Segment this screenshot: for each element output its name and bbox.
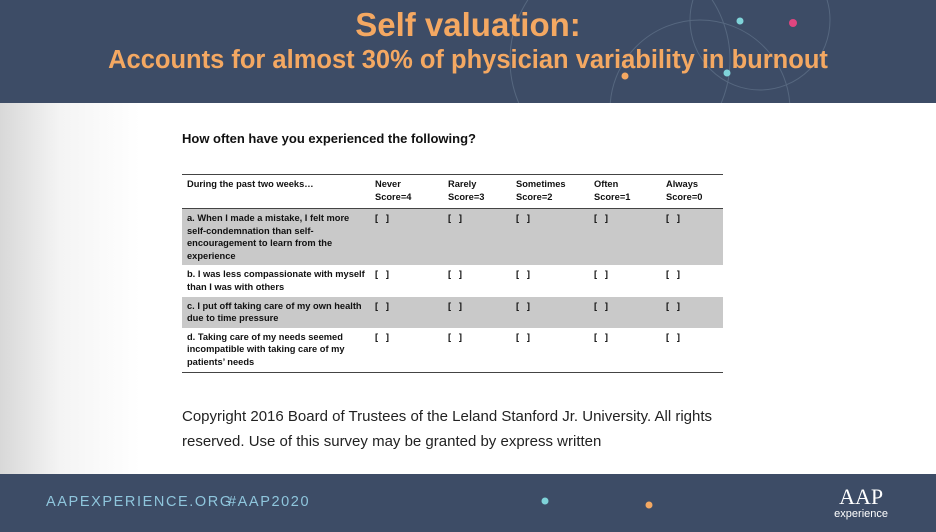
table-row: b. I was less compassionate with myself … [182,265,723,296]
checkbox: [ ] [516,300,530,311]
footer-decoration [541,497,653,509]
column-header-line: Rarely [448,179,477,189]
footer-hashtag: #AAP2020 [228,494,311,510]
column-header-line: Always [666,179,699,189]
logo-sub: experience [834,508,888,520]
row-label: d. Taking care of my needs seemed incomp… [187,331,345,367]
column-header-line: Score=3 [448,191,485,202]
checkbox: [ ] [448,331,462,342]
subtitle: Accounts for almost 30% of physician var… [108,46,828,74]
table-body: a. When I made a mistake, I felt more se… [182,208,723,373]
question: How often have you experienced the follo… [182,131,476,146]
checkbox: [ ] [375,300,389,311]
column-header-line: Score=4 [375,191,412,202]
column-header: Never Score=4 [370,175,443,209]
column-header: Often Score=1 [589,175,661,209]
checkbox: [ ] [448,213,462,223]
column-header-line: Often [594,179,619,189]
checkbox: [ ] [516,331,530,342]
checkbox: [ ] [666,269,680,280]
column-header-line: Score=1 [594,191,631,202]
column-header-line: Score=2 [516,191,553,202]
survey-table: During the past two weeks… Never Score=4 Ra… [182,174,723,373]
column-header: Rarely Score=3 [443,175,511,209]
checkbox: [ ] [448,269,462,280]
table-row: c. I put off taking care of my own healt… [182,296,723,328]
checkbox: [ ] [375,269,389,280]
checkbox: [ ] [516,269,530,280]
header-decoration [509,0,831,103]
row-label: b. I was less compassionate with myself … [187,269,365,292]
logo: AAP experience [834,484,888,521]
column-header-line: Score=0 [666,191,703,202]
copyright: Copyright 2016 Board of Trustees of the … [182,408,713,450]
row-label: c. I put off taking care of my own healt… [187,300,362,324]
checkbox: [ ] [666,331,680,342]
checkbox: [ ] [594,331,608,342]
table-row: d. Taking care of my needs seemed incomp… [182,328,723,373]
logo-brand: AAP [839,484,884,509]
checkbox: [ ] [666,300,680,311]
column-header-line: Never [375,179,401,189]
column-header: During the past two weeks… [182,175,370,209]
row-label: a. When I made a mistake, I felt more se… [187,213,350,261]
column-header: Sometimes Score=2 [511,175,589,209]
title: Self valuation: [355,6,581,43]
checkbox: [ ] [666,213,680,223]
footer-band: AAPEXPERIENCE.ORG #AAP2020 AAP experienc… [0,474,936,532]
column-header-line: Sometimes [516,179,566,189]
checkbox: [ ] [448,300,462,311]
checkbox: [ ] [375,331,389,342]
header-band: Self valuation: Accounts for almost 30% … [0,0,936,103]
footer-url: AAPEXPERIENCE.ORG [46,494,233,510]
checkbox: [ ] [516,213,530,223]
checkbox: [ ] [375,213,389,223]
checkbox: [ ] [594,300,608,311]
column-header: Always Score=0 [661,175,723,209]
table-row: a. When I made a mistake, I felt more se… [182,208,723,266]
header-row: During the past two weeks… Never Score=4 Ra… [182,174,723,209]
checkbox: [ ] [594,269,608,280]
checkbox: [ ] [594,213,608,223]
column-header-line: During the past two weeks… [187,179,314,189]
